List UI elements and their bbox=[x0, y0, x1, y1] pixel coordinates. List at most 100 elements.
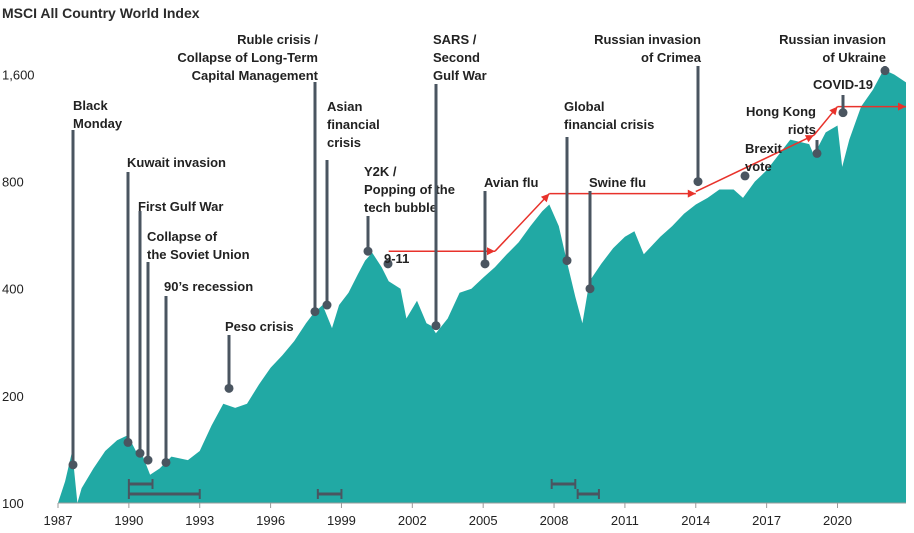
event-label-line: Black bbox=[73, 98, 108, 113]
event-label-line: of Ukraine bbox=[822, 50, 886, 65]
recession-bars-layer bbox=[127, 479, 600, 499]
recovery-arrow-line bbox=[695, 134, 815, 193]
event-label: Ruble crisis / Collapse of Long-Term Capit… bbox=[177, 32, 318, 83]
event-label-line: Brexit bbox=[745, 141, 783, 156]
event-label-line: Avian flu bbox=[484, 175, 538, 190]
event-label-line: Ruble crisis / bbox=[237, 32, 318, 47]
event-label: Collapse of the Soviet Union bbox=[147, 229, 250, 262]
event-label-line: crisis bbox=[327, 135, 361, 150]
x-tick-label: 1987 bbox=[44, 513, 73, 528]
recovery-arrows-layer bbox=[388, 102, 906, 256]
event-label-line: Y2K / bbox=[364, 164, 397, 179]
x-tick-label: 2005 bbox=[469, 513, 498, 528]
event-marker bbox=[363, 246, 373, 256]
event-label-line: vote bbox=[745, 159, 772, 174]
event-label-line: SARS / bbox=[433, 32, 477, 47]
event-label-line: First Gulf War bbox=[138, 199, 223, 214]
event-label: 9-11 bbox=[384, 251, 409, 266]
event-marker bbox=[585, 284, 595, 294]
event-label-line: 90’s recession bbox=[164, 279, 253, 294]
event-label-line: Russian invasion bbox=[594, 32, 701, 47]
x-tick-label: 2020 bbox=[823, 513, 852, 528]
recovery-arrow-head bbox=[829, 106, 838, 116]
area-layer bbox=[58, 69, 906, 503]
event-label-line: Russian invasion bbox=[779, 32, 886, 47]
event-label-line: Gulf War bbox=[433, 68, 487, 83]
y-tick-label: 100 bbox=[2, 496, 24, 511]
y-tick-label: 400 bbox=[2, 282, 24, 297]
x-tick-label: 1990 bbox=[114, 513, 143, 528]
recovery-arrow-head bbox=[486, 247, 495, 256]
y-tick-label: 1,600 bbox=[2, 67, 35, 82]
event-label-line: Collapse of bbox=[147, 229, 218, 244]
recovery-arrow-head bbox=[687, 189, 696, 198]
x-tick-label: 2017 bbox=[752, 513, 781, 528]
event-marker bbox=[880, 66, 890, 76]
event-marker bbox=[480, 259, 490, 269]
x-tick-label: 2008 bbox=[540, 513, 569, 528]
x-tick-label: 2002 bbox=[398, 513, 427, 528]
chart-title: MSCI All Country World Index bbox=[2, 5, 200, 21]
event-marker bbox=[68, 460, 78, 470]
event-label-line: tech bubble bbox=[364, 200, 437, 215]
event-marker bbox=[322, 300, 332, 310]
event-label-line: Collapse of Long-Term bbox=[177, 50, 318, 65]
event-label-line: riots bbox=[788, 122, 816, 137]
recovery-arrow-head bbox=[804, 135, 814, 143]
event-marker bbox=[693, 177, 703, 187]
event-label-line: Asian bbox=[327, 99, 362, 114]
event-marker bbox=[143, 455, 153, 465]
event-label-line: Monday bbox=[73, 116, 123, 131]
event-marker bbox=[161, 457, 171, 467]
event-label-line: Kuwait invasion bbox=[127, 155, 226, 170]
x-tick-label: 1999 bbox=[327, 513, 356, 528]
event-label-line: Peso crisis bbox=[225, 319, 294, 334]
event-marker bbox=[224, 383, 234, 393]
event-label-line: financial crisis bbox=[564, 117, 654, 132]
event-label: SARS / Second Gulf War bbox=[433, 32, 487, 83]
event-marker bbox=[431, 321, 441, 331]
event-label-line: COVID-19 bbox=[813, 77, 873, 92]
event-label: Hong Kong riots bbox=[746, 104, 816, 137]
event-label: COVID-19 bbox=[813, 77, 873, 92]
event-label: Black Monday bbox=[73, 98, 123, 131]
event-marker bbox=[740, 171, 750, 181]
recovery-arrow-head bbox=[540, 193, 550, 203]
event-marker bbox=[310, 307, 320, 317]
event-label: Y2K / Popping of the tech bubble bbox=[364, 164, 455, 215]
event-marker bbox=[135, 448, 145, 458]
event-label: Brexit vote bbox=[745, 141, 783, 174]
recovery-arrow-line bbox=[494, 193, 550, 252]
event-label: Asian financial crisis bbox=[327, 99, 380, 150]
event-label: 90’s recession bbox=[164, 279, 253, 294]
index-area bbox=[58, 69, 906, 503]
event-label-line: Global bbox=[564, 99, 604, 114]
event-label-line: financial bbox=[327, 117, 380, 132]
event-marker bbox=[812, 148, 822, 158]
x-tick-label: 2011 bbox=[611, 513, 639, 528]
event-label: Russian invasion of Ukraine bbox=[779, 32, 886, 65]
event-label-line: Swine flu bbox=[589, 175, 646, 190]
x-tick-label: 1993 bbox=[185, 513, 214, 528]
x-tick-label: 1996 bbox=[256, 513, 285, 528]
event-marker bbox=[562, 256, 572, 266]
events-layer: Black Monday Kuwait invasion First Gulf War… bbox=[68, 32, 890, 470]
event-label: Russian invasion of Crimea bbox=[594, 32, 702, 65]
event-marker bbox=[123, 437, 133, 447]
event-label-line: Second bbox=[433, 50, 480, 65]
event-label: Peso crisis bbox=[225, 319, 294, 334]
y-tick-label: 200 bbox=[2, 389, 24, 404]
event-marker bbox=[383, 259, 393, 269]
event-marker bbox=[838, 108, 848, 118]
event-label-line: Capital Management bbox=[192, 68, 319, 83]
event-label-line: Popping of the bbox=[364, 182, 455, 197]
y-tick-label: 800 bbox=[2, 175, 24, 190]
event-label-line: the Soviet Union bbox=[147, 247, 250, 262]
event-label-line: of Crimea bbox=[641, 50, 702, 65]
event-label-line: Hong Kong bbox=[746, 104, 816, 119]
event-label: Kuwait invasion bbox=[127, 155, 226, 170]
event-label: Avian flu bbox=[484, 175, 538, 190]
event-label: Global financial crisis bbox=[564, 99, 654, 132]
recovery-arrow-head bbox=[898, 102, 906, 111]
